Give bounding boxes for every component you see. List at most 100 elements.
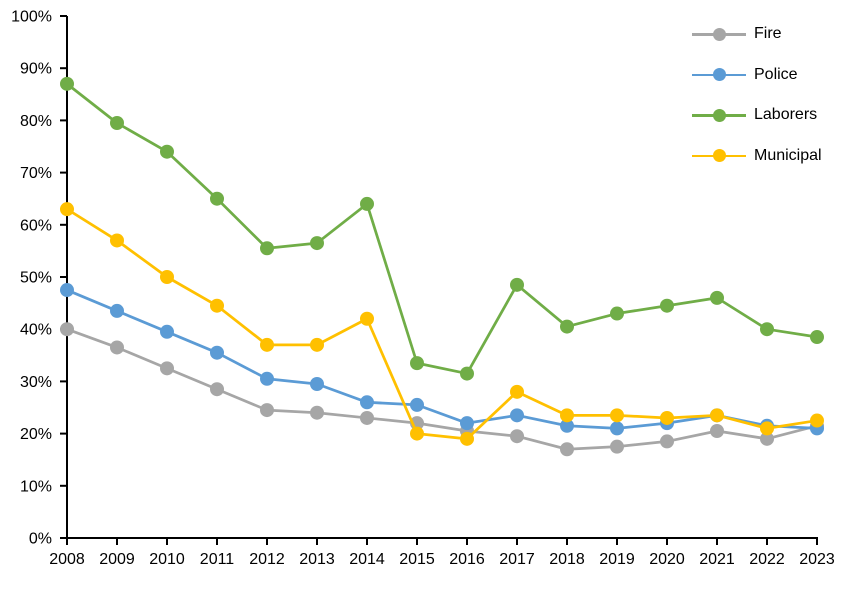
data-point-municipal-2015: [410, 426, 424, 441]
y-axis-tick-label: 60%: [20, 217, 52, 234]
data-point-fire-2013: [310, 405, 324, 420]
data-point-police-2018: [560, 418, 574, 433]
y-axis-ticks: 0% 10% 20% 30% 40% 50% 60% 70% 80% 90% 100%: [11, 9, 67, 548]
data-point-municipal-2020: [660, 410, 674, 425]
data-point-police-2015: [410, 397, 424, 412]
x-axis-tick-label: 2010: [149, 551, 185, 568]
data-point-municipal-2018: [560, 408, 574, 423]
data-point-laborers-2012: [260, 241, 274, 256]
data-point-laborers-2013: [310, 236, 324, 251]
data-point-laborers-2020: [660, 298, 674, 313]
series-municipal: [60, 202, 824, 446]
data-point-police-2019: [610, 421, 624, 436]
y-axis-tick-label: 90%: [20, 61, 52, 78]
data-point-municipal-2017: [510, 384, 524, 399]
x-axis-tick-label: 2019: [599, 551, 635, 568]
x-axis-tick-label: 2022: [749, 551, 785, 568]
data-point-laborers-2009: [110, 116, 124, 131]
data-point-fire-2010: [160, 361, 174, 376]
y-axis-tick-label: 20%: [20, 426, 52, 443]
data-point-municipal-2010: [160, 270, 174, 284]
data-point-police-2009: [110, 303, 124, 318]
data-point-fire-2017: [510, 429, 524, 444]
data-point-police-2008: [60, 283, 74, 298]
data-point-fire-2008: [60, 322, 74, 337]
series-fire: [60, 322, 824, 457]
data-point-police-2011: [210, 345, 224, 360]
data-point-fire-2019: [610, 439, 624, 454]
x-axis-tick-label: 2012: [249, 551, 285, 568]
data-point-fire-2021: [710, 423, 724, 438]
data-point-municipal-2014: [360, 311, 374, 326]
x-axis-tick-label: 2021: [699, 551, 735, 568]
data-point-laborers-2022: [760, 322, 774, 337]
legend-marker-icon: [692, 68, 746, 82]
x-axis-tick-label: 2011: [200, 551, 235, 568]
data-point-police-2014: [360, 395, 374, 410]
legend-item-municipal: Municipal: [692, 136, 822, 177]
series-line-laborers: [65, 82, 819, 375]
y-axis-tick-label: 80%: [20, 113, 52, 130]
data-point-laborers-2016: [460, 366, 474, 381]
data-point-police-2013: [310, 377, 324, 392]
data-point-municipal-2012: [260, 337, 274, 352]
data-point-laborers-2015: [410, 356, 424, 371]
series-line-municipal: [65, 207, 819, 441]
x-axis-tick-label: 2009: [99, 551, 135, 568]
data-point-laborers-2008: [60, 76, 74, 91]
y-axis-tick-label: 100%: [11, 9, 52, 26]
legend-label-police: Police: [754, 65, 798, 83]
data-point-laborers-2017: [510, 277, 524, 292]
data-point-laborers-2019: [610, 306, 624, 321]
data-point-fire-2020: [660, 434, 674, 449]
data-point-police-2017: [510, 408, 524, 423]
data-point-municipal-2023: [810, 413, 824, 428]
data-point-laborers-2014: [360, 196, 374, 211]
y-axis-tick-label: 40%: [20, 322, 52, 339]
data-point-police-2012: [260, 371, 274, 386]
series-line-fire: [65, 327, 819, 451]
legend-label-laborers: Laborers: [754, 106, 818, 124]
legend-dot-swatch: [712, 108, 726, 122]
legend-dot-swatch: [712, 149, 726, 163]
data-point-municipal-2019: [610, 408, 624, 423]
x-axis-ticks: 2008 2009 2010 2011 2012 2013 2014 2015 2016 2017…: [49, 538, 835, 568]
x-axis-tick-label: 2020: [649, 551, 685, 568]
y-axis-tick-label: 50%: [20, 270, 52, 287]
legend-dot-swatch: [712, 68, 726, 82]
y-axis-tick-label: 30%: [20, 374, 52, 391]
series-laborers: [60, 76, 824, 381]
data-point-municipal-2022: [760, 421, 774, 436]
data-point-municipal-2016: [460, 431, 474, 446]
legend-dot-swatch: [712, 27, 726, 41]
data-point-fire-2009: [110, 340, 124, 355]
data-point-municipal-2013: [310, 337, 324, 352]
x-axis-tick-label: 2013: [299, 551, 335, 568]
x-axis-tick-label: 2008: [49, 551, 85, 568]
data-point-municipal-2008: [60, 202, 74, 217]
data-point-municipal-2009: [110, 233, 124, 248]
y-axis-tick-label: 0%: [29, 531, 52, 548]
data-point-municipal-2021: [710, 408, 724, 423]
data-point-municipal-2011: [210, 298, 224, 313]
x-axis-tick-label: 2017: [499, 551, 535, 568]
data-point-police-2010: [160, 324, 174, 339]
x-axis-tick-label: 2015: [399, 551, 435, 568]
series-line-police: [65, 288, 819, 430]
x-axis-tick-label: 2016: [449, 551, 485, 568]
data-point-laborers-2011: [210, 191, 224, 206]
legend-marker-icon: [692, 149, 746, 163]
x-axis-tick-label: 2014: [349, 551, 385, 568]
x-axis-tick-label: 2018: [549, 551, 585, 568]
legend-item-laborers: Laborers: [692, 95, 822, 136]
legend-label-fire: Fire: [754, 25, 782, 43]
data-point-fire-2012: [260, 403, 274, 418]
data-point-laborers-2018: [560, 319, 574, 334]
data-point-fire-2011: [210, 382, 224, 397]
y-axis-tick-label: 10%: [20, 478, 52, 495]
series-police: [60, 283, 824, 436]
data-point-fire-2014: [360, 410, 374, 425]
legend-item-fire: Fire: [692, 14, 822, 55]
